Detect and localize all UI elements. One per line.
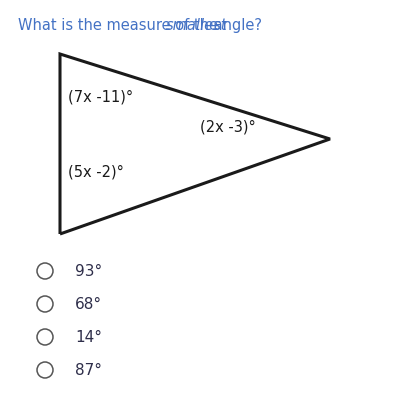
Text: 14°: 14°	[75, 330, 102, 345]
Text: smallest: smallest	[165, 18, 226, 33]
Text: 93°: 93°	[75, 264, 102, 279]
Text: 68°: 68°	[75, 297, 102, 312]
Text: What is the measure of the: What is the measure of the	[18, 18, 222, 33]
Text: angle?: angle?	[209, 18, 262, 33]
Text: (2x -3)°: (2x -3)°	[200, 120, 255, 135]
Text: (5x -2)°: (5x -2)°	[68, 164, 124, 180]
Text: (7x -11)°: (7x -11)°	[68, 90, 133, 105]
Text: 87°: 87°	[75, 363, 102, 378]
